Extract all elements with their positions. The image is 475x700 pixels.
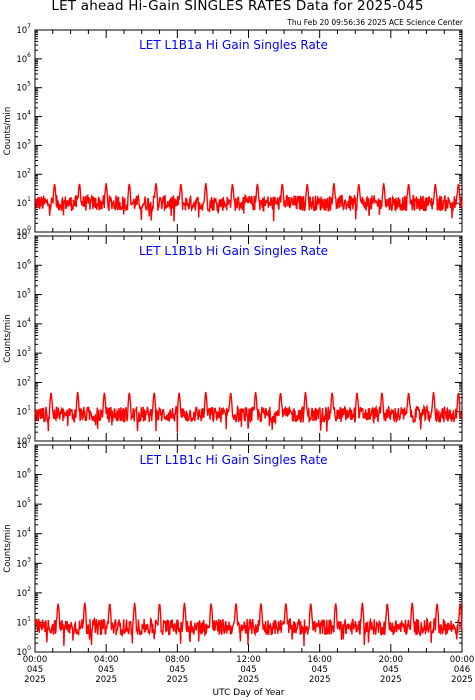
rate-trace [34,183,463,222]
x-tick-label: 00:00 [23,655,48,665]
y-tick-label: 107 [16,438,31,451]
x-tick-label: 045 [383,665,399,675]
x-tick-label: 045 [240,665,256,675]
y-tick-label: 106 [16,52,31,65]
y-axis-label: Counts/min [3,524,13,573]
x-tick-label: 2025 [380,675,402,685]
x-tick-label: 12:00 [236,655,261,665]
y-tick-label: 103 [16,556,31,569]
y-tick-label: 103 [16,138,31,151]
x-tick-label: 2025 [309,675,331,685]
x-tick-label: 045 [27,665,43,675]
x-tick-label: 045 [98,665,114,675]
y-tick-label: 105 [16,81,31,94]
x-tick-label: 04:00 [94,655,119,665]
panel-title: LET L1B1c Hi Gain Singles Rate [139,453,327,467]
x-tick-label: 2025 [167,675,189,685]
y-tick-label: 100 [16,645,31,658]
timestamp: Thu Feb 20 09:56:36 2025 ACE Science Cen… [287,18,463,27]
y-tick-label: 101 [16,405,31,418]
page-title: LET ahead Hi-Gain SINGLES RATES Data for… [51,0,424,14]
x-tick-label: 2025 [451,675,473,685]
chart-panel-2: 100 101 102 103 104 105 106 107 Counts/min LET L1… [3,229,463,447]
y-tick-label: 100 [16,225,31,238]
y-tick-label: 102 [16,586,31,599]
y-tick-label: 104 [16,110,31,123]
y-tick-label: 106 [16,258,31,271]
chart-panel-1: 100 101 102 103 104 105 106 107 Counts/min LET L1… [3,23,463,238]
x-tick-label: 2025 [238,675,260,685]
x-tick-label: 046 [454,665,470,675]
y-tick-label: 101 [16,196,31,209]
rate-trace [34,602,463,647]
y-tick-label: 105 [16,497,31,510]
x-tick-label: 08:00 [165,655,190,665]
y-tick-label: 104 [16,317,31,330]
y-axis-label: Counts/min [3,314,13,363]
y-tick-label: 102 [16,375,31,388]
chart-panel-3: 100 101 102 103 104 105 106 107 Counts/min LET L1… [3,438,463,658]
x-tick-label: 16:00 [307,655,332,665]
x-tick-label: 045 [169,665,185,675]
y-tick-label: 100 [16,434,31,447]
y-tick-label: 103 [16,346,31,359]
x-tick-label: 045 [312,665,328,675]
y-tick-label: 104 [16,527,31,540]
y-tick-label: 101 [16,615,31,628]
y-tick-label: 107 [16,23,31,36]
y-tick-label: 102 [16,167,31,180]
panel-title: LET L1B1b Hi Gain Singles Rate [139,244,328,258]
x-tick-label: 20:00 [379,655,404,665]
x-tick-label: 2025 [95,675,117,685]
x-axis-label: UTC Day of Year [213,688,285,698]
y-tick-label: 107 [16,229,31,242]
y-axis-label: Counts/min [3,107,13,156]
y-tick-label: 105 [16,288,31,301]
panel-title: LET L1B1a Hi Gain Singles Rate [139,38,328,52]
y-tick-label: 106 [16,468,31,481]
x-tick-label: 2025 [24,675,46,685]
x-tick-label: 00:00 [450,655,475,665]
rate-trace [34,391,463,433]
